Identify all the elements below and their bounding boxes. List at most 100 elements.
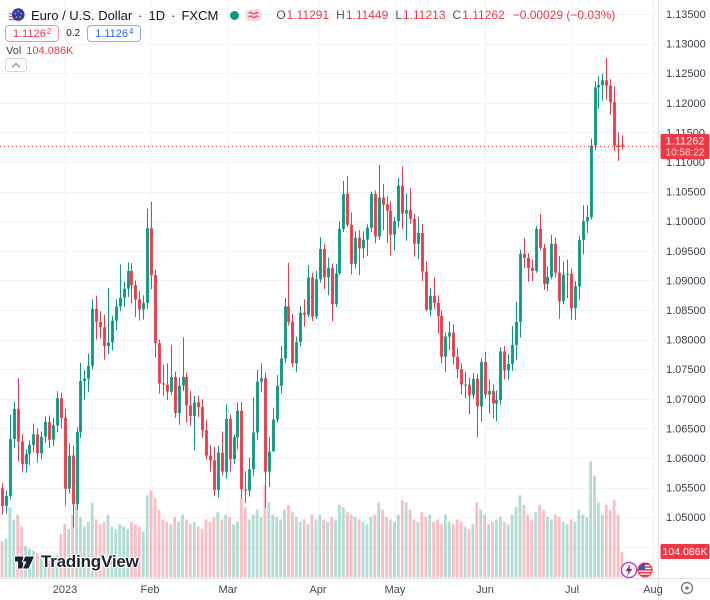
volume-bar[interactable] [577,509,581,578]
volume-bar[interactable] [416,521,420,578]
candle-body[interactable] [393,221,396,235]
candle-body[interactable] [558,272,561,302]
candle-body[interactable] [382,197,385,205]
price-label[interactable]: 1.10500 [666,187,706,199]
volume-bar[interactable] [463,526,467,578]
volume-bar[interactable] [322,519,326,578]
candle-body[interactable] [240,410,243,490]
volume-bar[interactable] [408,509,412,578]
volume-bar[interactable] [228,517,231,578]
candle-body[interactable] [158,343,161,384]
candle-body[interactable] [233,437,236,460]
volume-bar[interactable] [8,507,12,578]
volume-bar[interactable] [428,514,432,578]
volume-bar[interactable] [487,524,490,578]
candle-body[interactable] [68,455,71,489]
volume-bar[interactable] [130,521,133,578]
volume-bar[interactable] [612,500,616,578]
volume-bar[interactable] [495,519,498,578]
volume-bar[interactable] [212,517,216,578]
time-label[interactable]: Mar [219,584,238,596]
volume-bar[interactable] [86,521,90,578]
volume-bar[interactable] [377,502,381,578]
candle-body[interactable] [17,408,20,442]
volume-bar[interactable] [447,521,451,578]
candle-body[interactable] [350,224,353,264]
candle-body[interactable] [586,217,589,222]
volume-bar[interactable] [365,524,369,578]
candle-body[interactable] [44,421,47,437]
volume-bar[interactable] [393,521,396,578]
volume-bar[interactable] [361,521,365,578]
volume-bar[interactable] [459,521,463,578]
candle-body[interactable] [260,378,263,382]
candle-body[interactable] [87,365,90,379]
us-flag-icon[interactable] [637,562,653,578]
candle-body[interactable] [358,237,361,249]
volume-bar[interactable] [0,541,4,578]
candle-body[interactable] [284,306,287,359]
volume-bar[interactable] [326,521,330,578]
volume-bar[interactable] [475,502,479,578]
bid-price-button[interactable]: 1.1126 2 [5,25,60,42]
volume-bar[interactable] [126,529,129,578]
candle-body[interactable] [570,273,573,309]
candle-body[interactable] [433,295,436,303]
lightning-icon[interactable] [620,561,638,579]
volume-bar[interactable] [153,497,157,578]
volume-bar[interactable] [302,519,306,578]
candle-body[interactable] [193,402,196,416]
candle-body[interactable] [338,228,341,274]
candle-body[interactable] [429,295,432,310]
candle-body[interactable] [409,209,412,219]
candle-body[interactable] [543,247,546,284]
candle-body[interactable] [83,378,86,382]
price-axis[interactable] [658,0,710,600]
candle-body[interactable] [386,204,389,211]
candle-body[interactable] [503,351,506,371]
candle-body[interactable] [397,185,400,222]
candle-body[interactable] [480,362,483,407]
volume-bar[interactable] [557,517,561,578]
volume-bar[interactable] [451,524,455,578]
candle-series[interactable] [1,57,624,528]
volume-bar[interactable] [275,517,279,578]
volume-bar[interactable] [353,517,357,578]
volume-bar[interactable] [506,524,510,578]
volume-bar[interactable] [271,514,275,578]
candle-body[interactable] [546,276,549,284]
volume-bar[interactable] [59,533,63,578]
volume-bar[interactable] [471,524,475,578]
volume-bar[interactable] [118,524,122,578]
volume-bar[interactable] [243,507,247,578]
candle-body[interactable] [127,270,130,289]
candle-body[interactable] [452,332,455,357]
candle-body[interactable] [590,145,593,218]
candle-body[interactable] [201,407,204,431]
candle-body[interactable] [566,273,569,275]
volume-bar[interactable] [35,553,39,578]
volume-bar[interactable] [341,507,345,578]
price-label[interactable]: 1.06500 [666,423,706,435]
volume-bar[interactable] [581,514,585,578]
candle-body[interactable] [170,376,173,392]
candle-body[interactable] [413,218,416,244]
volume-bar[interactable] [137,526,141,578]
currency-pair-icon[interactable] [8,7,25,24]
volume-bar[interactable] [522,504,526,578]
candle-body[interactable] [523,253,526,258]
candle-body[interactable] [499,351,502,400]
price-label[interactable]: 1.10000 [666,216,706,228]
candle-body[interactable] [166,384,169,392]
candle-body[interactable] [229,418,232,460]
time-axis[interactable] [0,578,710,600]
candle-body[interactable] [488,391,491,395]
volume-bar[interactable] [279,519,283,578]
volume-bar[interactable] [134,524,137,578]
volume-bar[interactable] [385,517,388,578]
candle-body[interactable] [554,243,557,273]
candle-body[interactable] [291,321,294,364]
volume-bar[interactable] [4,538,8,578]
price-label[interactable]: 1.05500 [666,483,706,495]
volume-bar[interactable] [71,514,75,578]
